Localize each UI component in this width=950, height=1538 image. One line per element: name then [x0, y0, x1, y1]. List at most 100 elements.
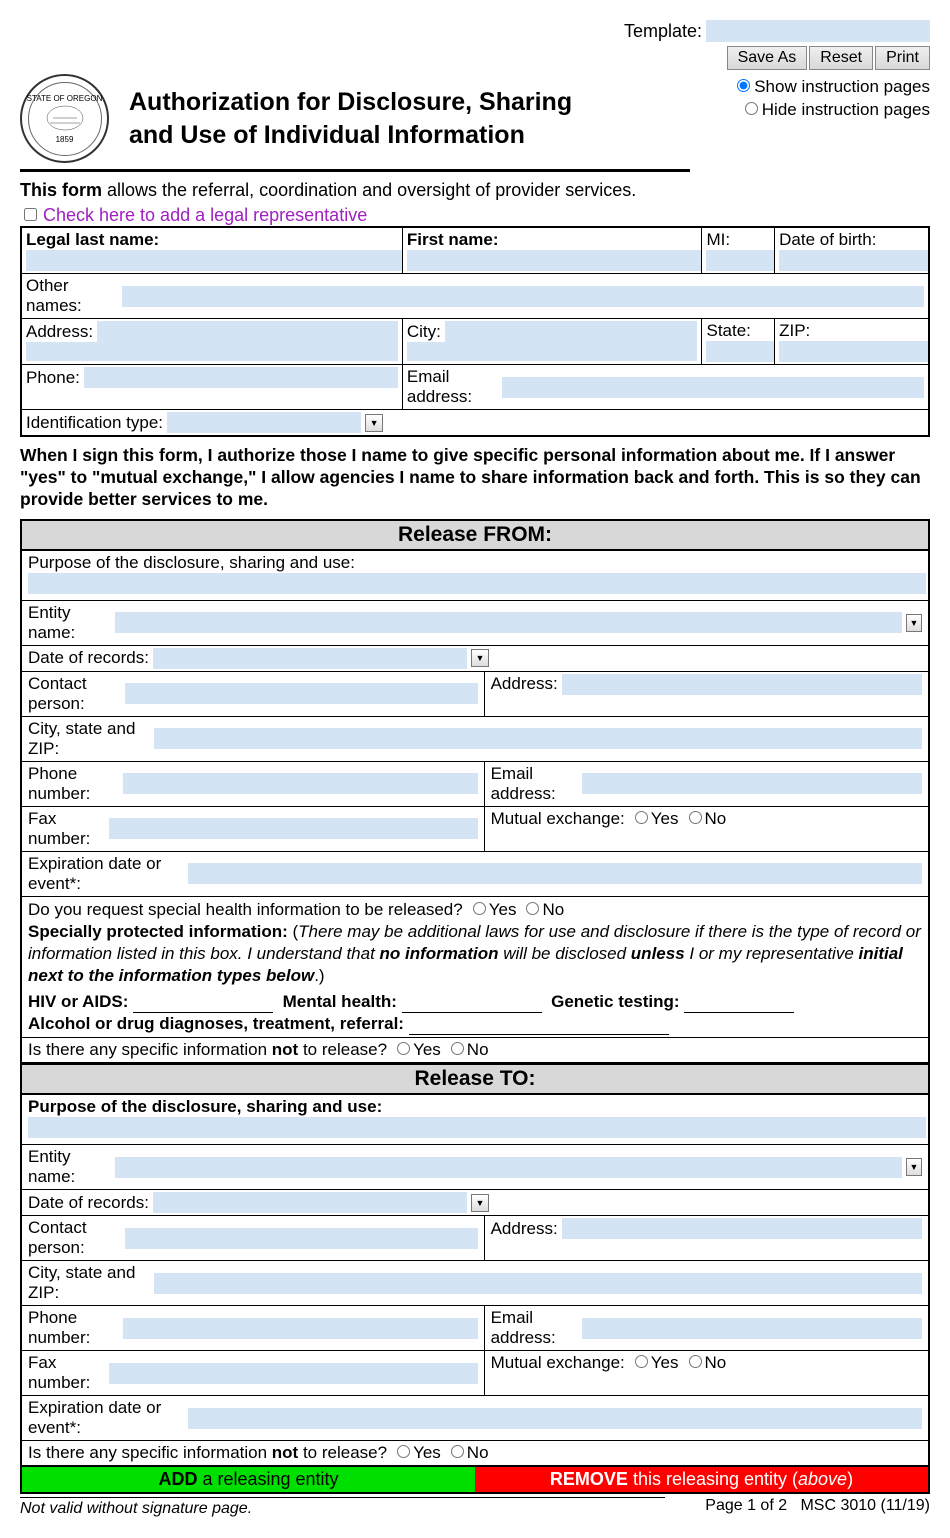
- zip-label: ZIP:: [779, 321, 924, 341]
- to-email-label: Email address:: [491, 1308, 579, 1348]
- city-input[interactable]: [445, 321, 698, 342]
- to-csz-input[interactable]: [154, 1273, 922, 1294]
- to-date-records-input[interactable]: [153, 1192, 467, 1213]
- id-type-label: Identification type:: [26, 413, 163, 433]
- to-not-yes-radio[interactable]: [397, 1445, 410, 1458]
- phone-input[interactable]: [84, 367, 398, 388]
- authorization-text: When I sign this form, I authorize those…: [20, 445, 930, 511]
- from-alcohol-initial[interactable]: [409, 1016, 669, 1035]
- from-phone-input[interactable]: [123, 773, 478, 794]
- from-genetic-label: Genetic testing:: [551, 992, 679, 1011]
- to-not-no-radio[interactable]: [451, 1445, 464, 1458]
- from-mutual-label: Mutual exchange:: [491, 809, 625, 828]
- from-contact-input[interactable]: [125, 683, 478, 704]
- footer-page: Page 1 of 2 MSC 3010 (11/19): [705, 1497, 930, 1518]
- from-entity-label: Entity name:: [28, 603, 111, 643]
- release-from-header: Release FROM:: [20, 519, 930, 550]
- from-mutual-no-radio[interactable]: [689, 811, 702, 824]
- to-purpose-label: Purpose of the disclosure, sharing and u…: [28, 1097, 922, 1117]
- to-entity-label: Entity name:: [28, 1147, 111, 1187]
- from-mental-initial[interactable]: [402, 994, 542, 1013]
- to-fax-label: Fax number:: [28, 1353, 105, 1393]
- from-expire-label: Expiration date or event*:: [28, 854, 184, 894]
- to-fax-input[interactable]: [109, 1363, 477, 1384]
- hide-instructions-radio[interactable]: Hide instruction pages: [740, 100, 930, 119]
- from-fax-input[interactable]: [109, 818, 477, 839]
- from-phone-label: Phone number:: [28, 764, 119, 804]
- to-csz-label: City, state and ZIP:: [28, 1263, 150, 1303]
- from-date-records-label: Date of records:: [28, 648, 149, 668]
- zip-input[interactable]: [779, 341, 928, 362]
- remove-entity-button[interactable]: REMOVE this releasing entity (above): [475, 1467, 928, 1492]
- from-addr-input[interactable]: [562, 674, 922, 695]
- phone-label: Phone:: [26, 368, 80, 388]
- from-special-q: Do you request special health informatio…: [28, 900, 463, 919]
- legal-rep-checkbox[interactable]: Check here to add a legal representative: [20, 205, 367, 225]
- from-entity-dropdown-icon[interactable]: ▼: [906, 614, 922, 632]
- reset-button[interactable]: Reset: [809, 46, 873, 70]
- legal-last-label: Legal last name:: [26, 230, 398, 250]
- from-purpose-label: Purpose of the disclosure, sharing and u…: [28, 553, 922, 573]
- other-names-label: Other names:: [26, 276, 118, 316]
- to-purpose-input[interactable]: [28, 1117, 926, 1138]
- from-purpose-input[interactable]: [28, 573, 926, 594]
- from-not-release-label: Is there any specific information not to…: [28, 1040, 387, 1059]
- release-to-header: Release TO:: [20, 1064, 930, 1094]
- city-label: City:: [407, 322, 441, 342]
- state-input[interactable]: [706, 341, 774, 362]
- to-date-dropdown-icon[interactable]: ▼: [471, 1194, 489, 1212]
- from-date-dropdown-icon[interactable]: ▼: [471, 649, 489, 667]
- id-type-input[interactable]: [167, 412, 361, 433]
- from-csz-label: City, state and ZIP:: [28, 719, 150, 759]
- from-special-no-radio[interactable]: [526, 902, 539, 915]
- print-button[interactable]: Print: [875, 46, 930, 70]
- from-email-input[interactable]: [582, 773, 922, 794]
- to-contact-label: Contact person:: [28, 1218, 121, 1258]
- footer-note: Not valid without signature page.: [20, 1497, 665, 1518]
- to-email-input[interactable]: [582, 1318, 922, 1339]
- to-expire-input[interactable]: [188, 1408, 922, 1429]
- add-entity-button[interactable]: ADD a releasing entity: [22, 1467, 475, 1492]
- to-mutual-label: Mutual exchange:: [491, 1353, 625, 1372]
- from-fax-label: Fax number:: [28, 809, 105, 849]
- email-label: Email address:: [407, 367, 498, 407]
- page-title: Authorization for Disclosure, Sharing an…: [129, 86, 572, 151]
- from-entity-input[interactable]: [115, 612, 902, 633]
- to-mutual-no-radio[interactable]: [689, 1355, 702, 1368]
- from-expire-input[interactable]: [188, 863, 922, 884]
- to-mutual-yes-radio[interactable]: [635, 1355, 648, 1368]
- from-mental-label: Mental health:: [283, 992, 397, 1011]
- template-label: Template:: [624, 21, 702, 42]
- from-genetic-initial[interactable]: [684, 994, 794, 1013]
- other-names-input[interactable]: [122, 286, 924, 307]
- legal-last-input[interactable]: [26, 250, 402, 271]
- from-not-no-radio[interactable]: [451, 1042, 464, 1055]
- to-contact-input[interactable]: [125, 1228, 478, 1249]
- state-seal-icon: STATE OF OREGON 1859: [20, 74, 109, 163]
- to-entity-input[interactable]: [115, 1157, 902, 1178]
- to-phone-input[interactable]: [123, 1318, 478, 1339]
- save-as-button[interactable]: Save As: [727, 46, 808, 70]
- dob-input[interactable]: [779, 250, 928, 271]
- from-special-yes-radio[interactable]: [473, 902, 486, 915]
- from-contact-label: Contact person:: [28, 674, 121, 714]
- from-hiv-label: HIV or AIDS:: [28, 992, 128, 1011]
- from-csz-input[interactable]: [154, 728, 922, 749]
- from-hiv-initial[interactable]: [133, 994, 273, 1013]
- address-input[interactable]: [97, 321, 398, 342]
- from-mutual-yes-radio[interactable]: [635, 811, 648, 824]
- email-input[interactable]: [502, 377, 924, 398]
- to-entity-dropdown-icon[interactable]: ▼: [906, 1158, 922, 1176]
- show-instructions-radio[interactable]: Show instruction pages: [732, 77, 930, 96]
- template-input[interactable]: [706, 20, 930, 42]
- first-name-input[interactable]: [407, 250, 702, 271]
- state-label: State:: [706, 321, 770, 341]
- to-not-release-label: Is there any specific information not to…: [28, 1443, 387, 1462]
- from-not-yes-radio[interactable]: [397, 1042, 410, 1055]
- mi-input[interactable]: [706, 250, 774, 271]
- id-type-dropdown-icon[interactable]: ▼: [365, 414, 383, 432]
- to-phone-label: Phone number:: [28, 1308, 119, 1348]
- from-email-label: Email address:: [491, 764, 579, 804]
- from-date-records-input[interactable]: [153, 648, 467, 669]
- to-expire-label: Expiration date or event*:: [28, 1398, 184, 1438]
